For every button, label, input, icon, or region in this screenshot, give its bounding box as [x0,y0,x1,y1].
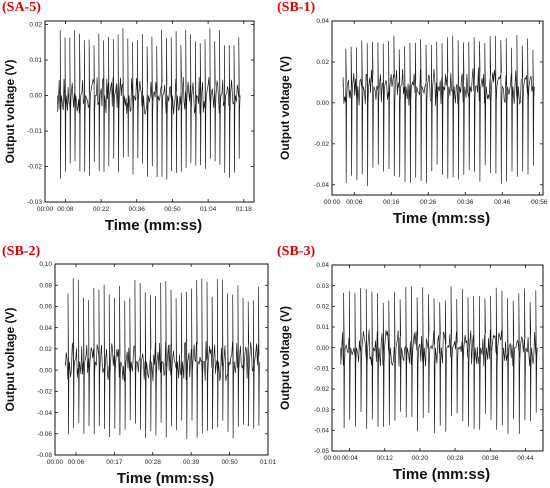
y-tick-label: -0.08 [37,452,52,459]
y-tick-label: 0.00 [39,367,52,374]
y-axis-title: Output voltage (V) [278,56,292,160]
x-tick-label: 01:18 [236,206,253,213]
y-tick-label: -0.01 [27,128,42,135]
x-tick-label: 01:04 [200,206,217,213]
y-tick-label: 0.02 [316,59,329,66]
y-tick-label: 0.00 [316,345,329,352]
x-tick-label: 00:06 [346,199,363,206]
x-tick-label: 00:08 [57,206,74,213]
y-tick-label: 0.01 [316,324,329,331]
y-axis-title: Output voltage (V) [3,308,17,412]
x-axis-title: Time (mm:ss) [393,466,490,483]
y-tick-label: 0.02 [39,346,52,353]
y-axis-title: Output voltage (V) [3,60,17,164]
plot-frame [331,264,544,452]
y-tick-label: -0.06 [37,431,52,438]
y-tick-label: 0.04 [316,18,329,25]
y-tick-label: 0.10 [39,261,52,268]
y-tick-label: 0.01 [29,57,42,64]
panel-label: (SB-3) [277,244,316,259]
x-tick-label: 00:46 [494,199,511,206]
x-tick-label: 00:36 [129,206,146,213]
x-tick-label: 00:00 [324,455,341,462]
plot-frame [44,20,255,203]
chart-svg-sb1: 0.04 0.02 0.00 -0.02 -0.04 00:00 00:06 00:16 00:… [278,18,548,227]
x-axis-title: Time (mm:ss) [393,210,490,227]
y-tick-label: -0.02 [27,164,42,171]
y-tick-label: -0.03 [27,199,42,206]
x-tick-label: 00:36 [457,199,474,206]
x-tick-label: 00:28 [145,459,162,466]
chart-svg-sb2: 0.10 0.08 0.06 0.04 0.02 0.00 -0.02 -0.04 -0.06 -… [3,261,277,487]
signal-trace [340,286,538,435]
x-tick-label: 00:20 [412,455,429,462]
y-tick-label: -0.02 [37,389,52,396]
x-tick-label: 00:17 [106,459,123,466]
chart-svg-sb3: 0.04 0.03 0.02 0.01 0.00 -0.01 -0.02 -0.03 -0.04… [278,262,544,483]
panel-label: (SB-1) [277,0,316,15]
x-tick-label: 00:00 [47,459,64,466]
y-tick-label: -0.02 [314,141,329,148]
plot-frame [331,20,544,196]
x-tick-label: 00:28 [447,455,464,462]
y-tick-label: 0.04 [316,262,329,269]
y-tick-label: 0.02 [316,304,329,311]
x-tick-label: 00:39 [183,459,200,466]
x-tick-label: 00:04 [341,455,358,462]
signal-trace [65,277,261,439]
x-tick-label: 00:26 [420,199,437,206]
y-tick-label: -0.02 [314,386,329,393]
x-tick-label: 00:44 [517,455,534,462]
panel-sa5: 0.02 0.01 0.00 -0.01 -0.02 -0.03 00:00 00:08 00:… [0,0,275,244]
y-tick-label: 0.04 [39,325,52,332]
y-tick-label: -0.03 [314,407,329,414]
x-tick-label: 00:00 [37,206,54,213]
x-axis-title: Time (mm:ss) [117,470,214,487]
panel-sb1: 0.04 0.02 0.00 -0.02 -0.04 00:00 00:06 00:16 00:… [275,0,550,244]
x-tick-label: 00:12 [377,455,394,462]
x-tick-label: 00:22 [93,206,110,213]
x-tick-label: 00:36 [482,455,499,462]
x-tick-label: 00:06 [68,459,85,466]
y-tick-label: 0.08 [39,282,52,289]
y-tick-label: 0.03 [316,283,329,290]
x-tick-label: 00:00 [324,199,341,206]
y-tick-label: -0.04 [314,428,329,435]
panel-label: (SA-5) [2,0,41,15]
panel-sb3: 0.04 0.03 0.02 0.01 0.00 -0.01 -0.02 -0.03 -0.04… [275,244,550,488]
y-tick-label: -0.04 [37,410,52,417]
y-axis-title: Output voltage (V) [278,306,292,410]
panel-label: (SB-2) [2,244,41,259]
y-tick-label: -0.05 [314,448,329,455]
x-tick-label: 01:01 [260,459,277,466]
y-tick-label: 0.00 [29,93,42,100]
plot-frame [54,263,269,456]
y-tick-label: 0.06 [39,304,52,311]
panel-sb2: 0.10 0.08 0.06 0.04 0.02 0.00 -0.02 -0.04 -0.06 -… [0,244,277,488]
y-tick-label: -0.01 [314,366,329,373]
y-tick-label: -0.04 [314,182,329,189]
x-tick-label: 00:50 [164,206,181,213]
x-tick-label: 00:50 [221,459,238,466]
signal-trace [57,28,241,180]
x-axis-title: Time (mm:ss) [105,217,202,234]
y-tick-label: 0.00 [316,100,329,107]
y-tick-label: 0.02 [29,22,42,29]
signal-trace [342,35,535,187]
x-tick-label: 00:56 [531,199,548,206]
x-tick-label: 00:16 [383,199,400,206]
